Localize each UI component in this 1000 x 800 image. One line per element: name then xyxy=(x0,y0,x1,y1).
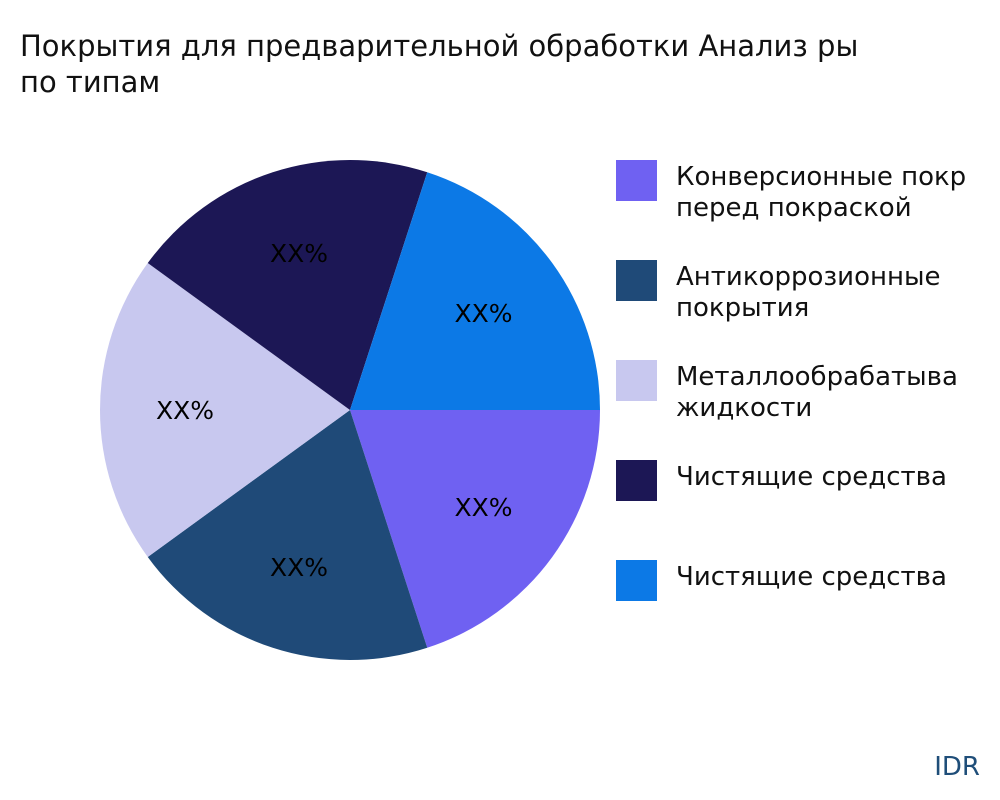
legend-swatch xyxy=(616,360,657,401)
slice-data-label: XX% xyxy=(156,396,214,425)
pie-slice[interactable] xyxy=(147,410,428,660)
pie-slice[interactable] xyxy=(350,172,600,410)
legend-swatch xyxy=(616,160,657,201)
slice-data-label: XX% xyxy=(454,299,512,328)
legend-label: Антикоррозионные покрытия xyxy=(676,262,941,323)
legend-swatch xyxy=(616,260,657,301)
legend-label: Металлообрабатыва жидкости xyxy=(676,362,958,423)
legend-item[interactable]: Антикоррозионные покрытия xyxy=(616,260,941,323)
credit-logo: IDR xyxy=(934,752,980,782)
legend-item[interactable]: Конверсионные покр перед покраской xyxy=(616,160,966,223)
legend-swatch xyxy=(616,560,657,601)
pie-slice[interactable] xyxy=(100,263,350,557)
pie-slice[interactable] xyxy=(350,410,600,648)
legend-item[interactable]: Металлообрабатыва жидкости xyxy=(616,360,958,423)
legend-swatch xyxy=(616,460,657,501)
legend-item[interactable]: Чистящие средства xyxy=(616,560,947,601)
legend-item[interactable]: Чистящие средства xyxy=(616,460,947,501)
slice-data-label: XX% xyxy=(270,553,328,582)
chart-title: Покрытия для предварительной обработки А… xyxy=(20,29,859,99)
slice-data-label: XX% xyxy=(270,239,328,268)
pie-slice[interactable] xyxy=(147,160,428,410)
legend-label: Конверсионные покр перед покраской xyxy=(676,162,967,223)
legend-label: Чистящие средства xyxy=(676,462,947,492)
legend-label: Чистящие средства xyxy=(676,562,947,592)
slice-data-label: XX% xyxy=(454,493,512,522)
